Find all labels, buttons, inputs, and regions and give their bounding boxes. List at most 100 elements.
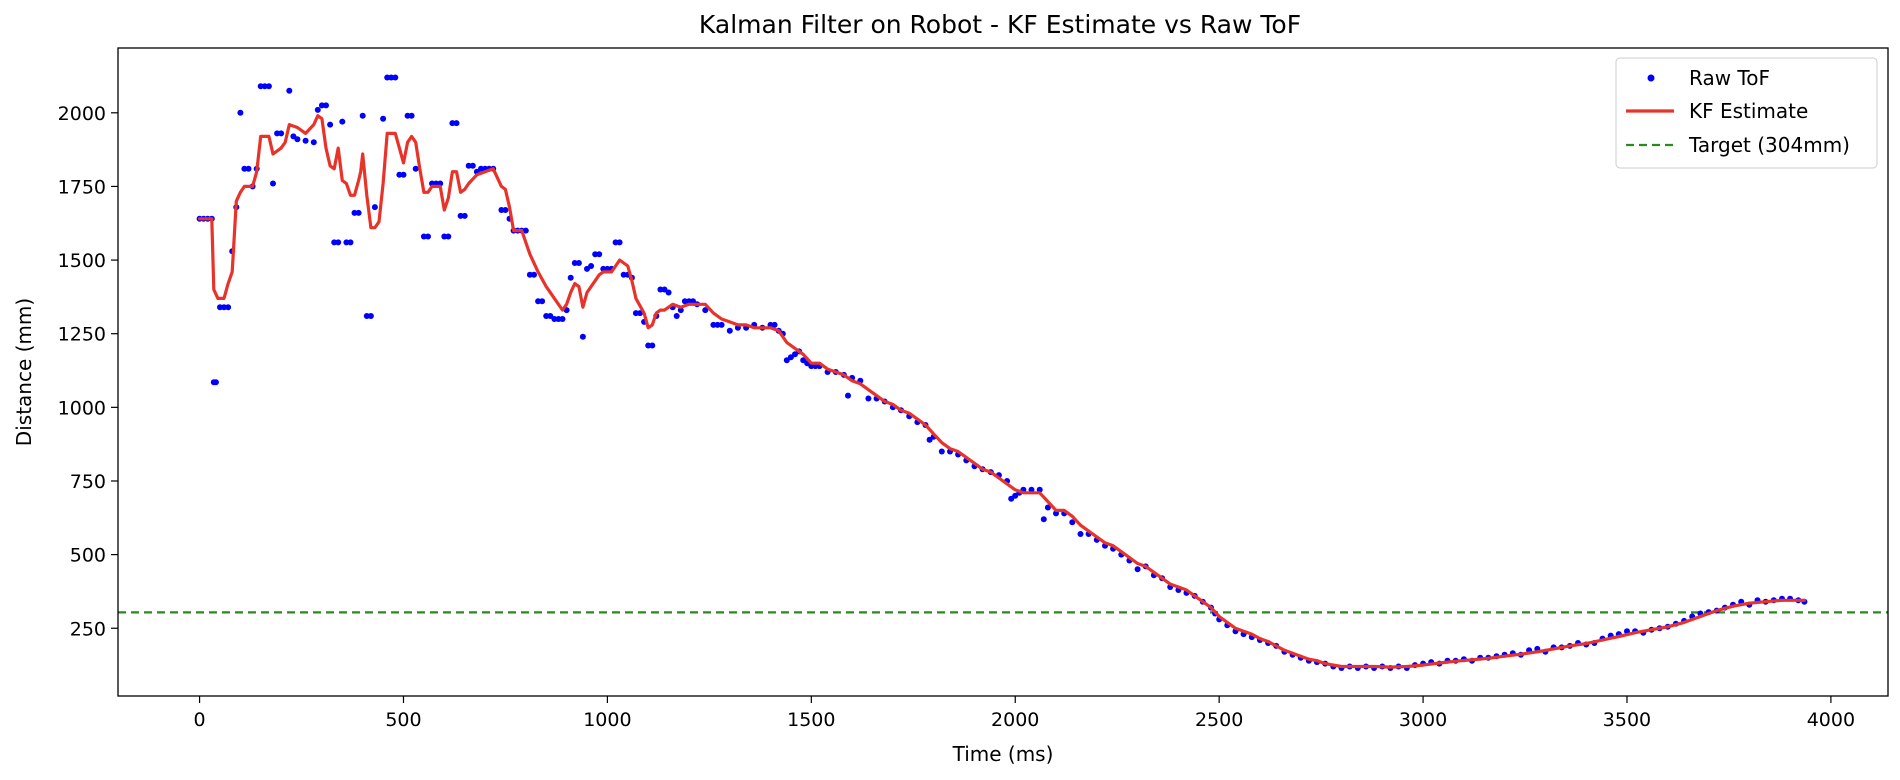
raw-tof-point	[938, 448, 945, 455]
raw-tof-point	[380, 115, 387, 122]
x-tick-label: 500	[385, 709, 421, 731]
y-tick-label: 1000	[58, 397, 106, 419]
raw-tof-point	[420, 233, 427, 240]
y-tick-label: 750	[70, 471, 106, 493]
raw-tof-point	[449, 120, 456, 127]
raw-tof-point	[278, 130, 285, 137]
raw-tof-point	[1040, 516, 1047, 523]
raw-tof-point	[465, 162, 472, 169]
raw-tof-point	[314, 106, 321, 113]
raw-tof-point	[522, 227, 529, 234]
raw-tof-point	[677, 307, 684, 314]
raw-tof-point	[531, 271, 537, 278]
raw-tof-point	[1077, 531, 1084, 537]
raw-tof-point	[571, 260, 578, 266]
raw-tof-point	[355, 209, 362, 216]
y-tick-label: 1500	[58, 250, 106, 272]
raw-tof-point	[710, 321, 717, 328]
x-tick-label: 4000	[1807, 709, 1855, 731]
raw-tof-point	[1134, 566, 1141, 573]
raw-tof-point	[714, 321, 721, 328]
raw-tof-point	[343, 239, 350, 246]
raw-tof-point	[237, 109, 244, 116]
kf-estimate-line	[198, 114, 1806, 669]
x-tick-label: 3500	[1603, 709, 1651, 731]
raw-tof-point	[400, 171, 407, 178]
raw-tof-point	[681, 298, 688, 305]
legend-raw-tof-label: Raw ToF	[1689, 66, 1770, 90]
raw-tof-point	[620, 271, 627, 278]
x-tick-label: 2500	[1195, 709, 1243, 731]
raw-tof-point	[526, 271, 533, 278]
legend-box	[1615, 57, 1878, 169]
raw-tof-point	[212, 379, 219, 386]
raw-tof-series	[196, 74, 1808, 671]
y-axis: 250 500 750 1000 1250 1500 1750 2000	[58, 103, 118, 640]
raw-tof-point	[547, 313, 554, 319]
raw-tof-point	[261, 83, 268, 90]
raw-tof-point	[412, 165, 419, 172]
raw-tof-point	[294, 136, 301, 143]
raw-tof-point	[673, 313, 680, 319]
x-tick-label: 0	[194, 709, 206, 731]
raw-tof-point	[392, 74, 399, 81]
y-tick-label: 1250	[58, 324, 106, 346]
raw-tof-point	[539, 298, 546, 305]
raw-tof-point	[363, 313, 370, 319]
raw-tof-point	[408, 112, 415, 119]
raw-tof-point	[265, 83, 272, 90]
raw-tof-point	[323, 102, 329, 109]
raw-tof-point	[588, 263, 595, 269]
raw-tof-point	[845, 392, 851, 399]
raw-tof-point	[771, 321, 778, 328]
x-tick-label: 2000	[991, 709, 1039, 731]
x-tick-label: 3000	[1399, 709, 1447, 731]
raw-tof-point	[575, 260, 582, 266]
raw-tof-point	[665, 289, 672, 296]
raw-tof-point	[396, 171, 403, 178]
raw-tof-point	[318, 102, 325, 109]
raw-tof-point	[335, 239, 342, 246]
raw-tof-point	[388, 74, 395, 81]
raw-tof-point	[257, 83, 264, 90]
raw-tof-point	[457, 212, 464, 219]
plot-frame	[117, 47, 1889, 697]
raw-tof-point	[1069, 519, 1076, 526]
y-tick-label: 2000	[58, 103, 106, 125]
raw-tof-point	[367, 313, 374, 319]
raw-tof-point	[543, 313, 550, 319]
raw-tof-point	[649, 342, 656, 349]
raw-tof-point	[718, 321, 725, 328]
raw-tof-point	[270, 180, 276, 187]
raw-tof-point	[702, 307, 709, 314]
raw-tof-point	[241, 165, 248, 172]
raw-tof-point	[339, 118, 346, 125]
raw-tof-point	[616, 239, 623, 246]
raw-tof-point	[596, 251, 603, 258]
legend-raw-tof-marker	[1647, 74, 1655, 82]
chart-title: Kalman Filter on Robot - KF Estimate vs …	[699, 10, 1301, 39]
raw-tof-point	[359, 112, 366, 119]
raw-tof-point	[245, 165, 252, 172]
raw-tof-point	[425, 233, 431, 240]
y-tick-label: 500	[70, 545, 106, 567]
x-axis-label: Time (ms)	[952, 742, 1054, 766]
raw-tof-point	[225, 304, 232, 311]
raw-tof-point	[371, 204, 378, 211]
raw-tof-point	[351, 209, 358, 216]
raw-tof-point	[502, 207, 509, 213]
raw-tof-point	[645, 342, 652, 349]
raw-tof-point	[286, 87, 293, 94]
raw-tof-point	[327, 121, 334, 128]
raw-tof-point	[347, 239, 354, 246]
raw-tof-point	[221, 304, 227, 311]
y-tick-label: 1750	[58, 176, 106, 198]
raw-tof-point	[453, 120, 460, 127]
raw-tof-point	[579, 333, 586, 340]
raw-tof-point	[445, 233, 452, 240]
raw-tof-point	[559, 316, 566, 322]
raw-tof-point	[478, 165, 484, 172]
legend: Raw ToF KF Estimate Target (304mm)	[1615, 57, 1878, 169]
raw-tof-point	[310, 139, 317, 146]
